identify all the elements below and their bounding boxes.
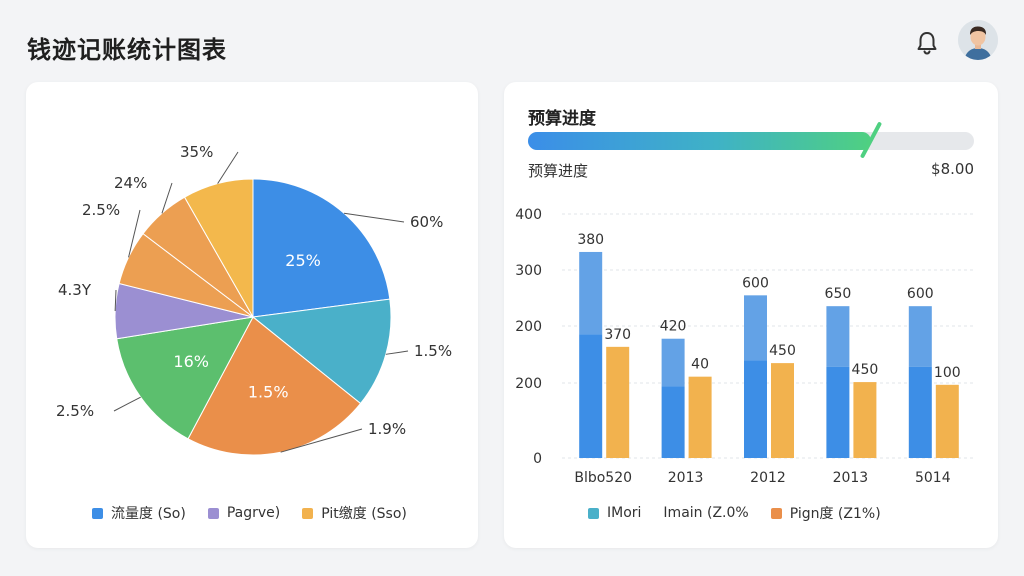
pie-leader-line xyxy=(280,428,363,453)
x-tick-label: 2013 xyxy=(668,470,704,486)
bar-series-1-top xyxy=(744,295,767,361)
pie-slice-label: 1.5% xyxy=(248,382,289,401)
bar-series-1-top xyxy=(908,306,932,367)
bar-legend-item-3: Pign度 (Z1%) xyxy=(770,503,881,523)
pie-legend-item-2: Pagrve) xyxy=(207,505,281,521)
bar-series-2 xyxy=(771,363,794,458)
legend-swatch xyxy=(207,507,219,519)
pie-outer-label: 2.5% xyxy=(56,402,94,420)
pie-outer-label: 2.5% xyxy=(82,201,120,219)
bar-series-1-top xyxy=(826,306,850,367)
x-tick-label: 2013 xyxy=(833,470,869,486)
legend-label: Imain (Z.0% xyxy=(663,505,749,521)
pie-leader-line xyxy=(343,212,405,223)
y-tick-label: 200 xyxy=(515,319,542,335)
bar-value-label: 600 xyxy=(742,275,769,291)
y-tick-label: 0 xyxy=(533,451,542,467)
bar-series-2 xyxy=(935,384,959,458)
pie-outer-label: 60% xyxy=(410,213,443,231)
pie-outer-label: 4.3Y xyxy=(58,281,92,299)
header: 钱迹记账统计图表 xyxy=(0,0,1024,80)
bar-value-label: 370 xyxy=(604,327,631,343)
pie-leader-line xyxy=(113,396,141,412)
bar-value-label: 450 xyxy=(769,343,796,359)
budget-label: 预算进度 xyxy=(528,162,589,180)
pie-leader-line xyxy=(161,182,173,214)
bar-value-label: 420 xyxy=(660,319,687,335)
pie-slice-1 xyxy=(252,178,391,318)
y-tick-label: 200 xyxy=(515,376,542,392)
legend-label: Pit缴度 (Sso) xyxy=(321,506,407,522)
legend-swatch xyxy=(302,507,314,519)
y-tick-label: 300 xyxy=(515,263,542,279)
pie-outer-label: 1.5% xyxy=(414,342,452,360)
pie-chart: 25% 60% 1.5% 1.5% 1.9% 16% 2.5% 4.3Y 2.5% 24% 35% xyxy=(56,143,452,456)
bar-series-2 xyxy=(853,382,877,458)
bar-series-1 xyxy=(661,386,685,458)
pie-outer-label: 24% xyxy=(114,174,147,192)
bar-series-1-top xyxy=(661,338,685,387)
page-title: 钱迹记账统计图表 xyxy=(27,36,227,64)
pie-slice-label: 16% xyxy=(173,352,209,371)
budget-progress-bar xyxy=(528,121,974,159)
x-tick-label: Blbo520 xyxy=(574,470,632,486)
bar-legend: IMori Imain (Z.0% Pign度 (Z1%) xyxy=(588,503,903,523)
bar-series-1 xyxy=(579,334,603,458)
bar-value-label: 600 xyxy=(907,286,934,302)
bar-series-1-top xyxy=(579,251,603,335)
pie-leader-line xyxy=(217,151,239,184)
budget-amount: $8.00 xyxy=(931,160,974,178)
pie-leader-line xyxy=(385,350,409,355)
pie-legend-item-1: 流量度 (So) xyxy=(92,503,186,523)
bar-legend-item-2: Imain (Z.0% xyxy=(663,505,748,521)
budget-title: 预算进度 xyxy=(528,109,596,129)
legend-swatch xyxy=(92,507,103,519)
user-avatar[interactable] xyxy=(958,20,998,60)
bar-value-label: 100 xyxy=(934,365,961,381)
bar-chart-card: 预算进度 预算进度 $8.00 0 200 200 300 400 380 370 Blbo5… xyxy=(504,82,998,548)
legend-label: Pagrve) xyxy=(226,505,281,521)
legend-swatch xyxy=(770,507,782,519)
bar-chart: 0 200 200 300 400 380 370 Blbo520 420 40 2013 600 45… xyxy=(515,207,974,486)
legend-label: 流量度 (So) xyxy=(111,506,186,522)
bar-value-label: 450 xyxy=(852,362,879,378)
bar-series-2 xyxy=(688,376,712,458)
pie-outer-label: 35% xyxy=(180,143,213,161)
bar-value-label: 380 xyxy=(577,232,604,248)
pie-outer-label: 1.9% xyxy=(368,420,406,438)
x-tick-label: 2012 xyxy=(750,470,786,486)
bar-legend-item-1: IMori xyxy=(588,505,641,521)
y-tick-label: 400 xyxy=(515,207,542,223)
pie-legend: 流量度 (So) Pagrve) Pit缴度 (Sso) xyxy=(92,503,429,523)
legend-swatch xyxy=(588,507,599,519)
bar-series-1 xyxy=(908,366,932,458)
budget-progress-fill xyxy=(528,132,872,150)
bell-icon[interactable] xyxy=(914,30,940,56)
bar-series-2 xyxy=(606,346,630,458)
bar-series-1 xyxy=(744,360,767,458)
x-tick-label: 5014 xyxy=(915,470,951,486)
pie-chart-card: 25% 60% 1.5% 1.5% 1.9% 16% 2.5% 4.3Y 2.5% 24% 35% … xyxy=(26,82,478,548)
pie-legend-item-3: Pit缴度 (Sso) xyxy=(302,503,407,523)
bar-value-label: 40 xyxy=(691,357,709,373)
pie-slice-label: 25% xyxy=(285,251,321,270)
pie-leader-line xyxy=(114,289,117,312)
legend-label: IMori xyxy=(607,505,642,521)
pie-leader-line xyxy=(128,209,141,258)
bar-series-1 xyxy=(826,366,850,458)
legend-label: Pign度 (Z1%) xyxy=(789,506,881,522)
bar-value-label: 650 xyxy=(825,286,852,302)
